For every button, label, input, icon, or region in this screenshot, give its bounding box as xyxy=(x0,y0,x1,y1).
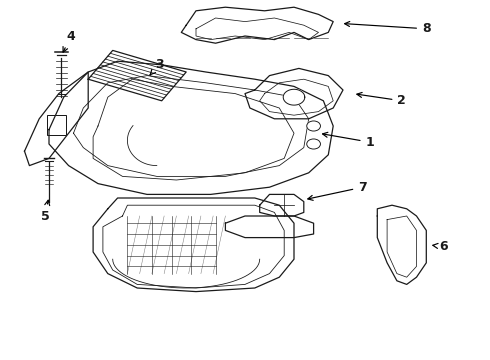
Text: 8: 8 xyxy=(344,22,431,35)
Text: 4: 4 xyxy=(63,30,75,52)
Polygon shape xyxy=(24,72,88,166)
Polygon shape xyxy=(93,198,294,292)
Text: 7: 7 xyxy=(308,181,367,200)
Text: 3: 3 xyxy=(150,58,164,75)
Polygon shape xyxy=(283,89,305,105)
Text: 1: 1 xyxy=(322,132,374,149)
Polygon shape xyxy=(260,194,304,216)
Text: 2: 2 xyxy=(357,93,406,107)
Polygon shape xyxy=(181,7,333,43)
Polygon shape xyxy=(245,68,343,119)
Polygon shape xyxy=(377,205,426,284)
Polygon shape xyxy=(225,216,314,238)
Circle shape xyxy=(307,121,320,131)
Text: 6: 6 xyxy=(433,240,448,253)
Polygon shape xyxy=(49,61,333,194)
Circle shape xyxy=(307,139,320,149)
Polygon shape xyxy=(88,50,186,101)
Bar xyxy=(47,115,66,135)
Text: 5: 5 xyxy=(41,200,49,222)
